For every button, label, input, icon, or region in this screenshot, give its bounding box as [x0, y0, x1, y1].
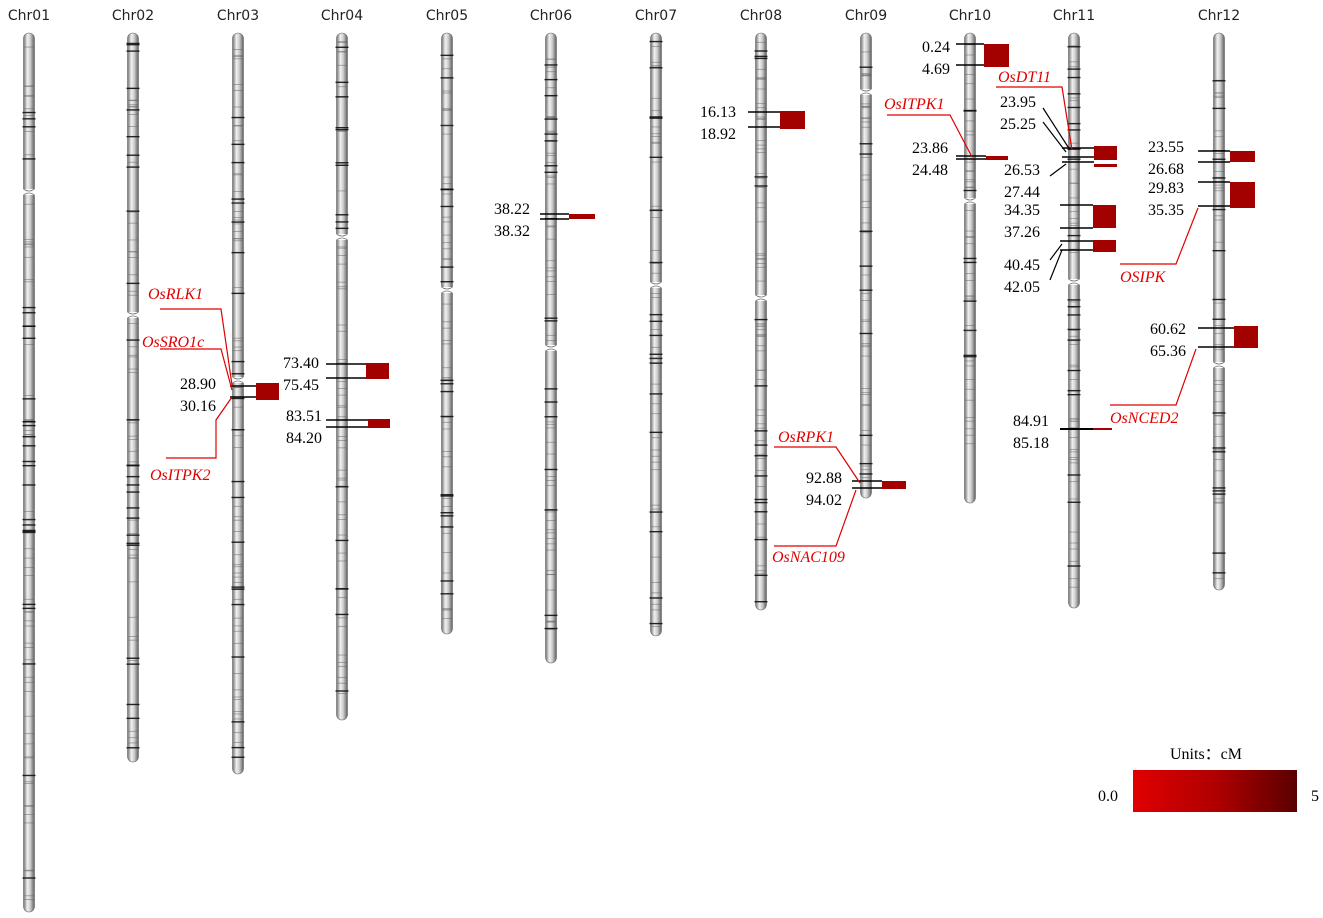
qtl-chr11: OsDT11 23.95 25.25 26.53 27.44 34.35 37.… [996, 69, 1117, 452]
position-label: 38.32 [494, 223, 530, 240]
chromosome-label: Chr12 [1198, 8, 1240, 24]
qtl-block [882, 481, 906, 489]
position-label: 75.45 [283, 377, 319, 394]
position-label: 38.22 [494, 201, 530, 218]
qtl-block [1093, 428, 1112, 430]
qtl-chr06: 38.22 38.32 [494, 201, 595, 240]
chromosome-chr02 [126, 32, 140, 763]
chromosome-label: Chr11 [1053, 8, 1095, 24]
position-label: 4.69 [922, 61, 950, 78]
qtl-block [368, 419, 390, 428]
position-label: 28.90 [180, 376, 216, 393]
position-label: 23.55 [1148, 139, 1184, 156]
chromosome-chr06 [544, 32, 558, 664]
qtl-block [1094, 146, 1117, 160]
chromosome-chr01 [22, 32, 36, 913]
chromosome-chr08 [754, 32, 768, 611]
chromosome-label: Chr03 [217, 8, 259, 24]
position-label: 18.92 [700, 126, 736, 143]
position-label: 24.48 [912, 162, 948, 179]
position-label: 29.83 [1148, 180, 1184, 197]
position-label: 23.86 [912, 140, 948, 157]
position-label: 92.88 [806, 470, 842, 487]
gene-label: OsITPK1 [884, 96, 944, 113]
qtl-block [984, 44, 1009, 67]
position-label: 85.18 [1013, 435, 1049, 452]
qtl-chr08: 16.13 18.92 [700, 104, 805, 143]
legend-units: Units：cM [1170, 746, 1242, 763]
chromosome-label: Chr02 [112, 8, 154, 24]
chromosome-label: Chr01 [8, 8, 50, 24]
position-label: 60.62 [1150, 321, 1186, 338]
position-label: 30.16 [180, 398, 216, 415]
chromosome-chr09 [859, 32, 873, 499]
gene-label: OsITPK2 [150, 467, 210, 484]
chromosome-chr10 [963, 32, 977, 504]
position-label: 94.02 [806, 492, 842, 509]
chromosome-chr05 [440, 32, 454, 635]
qtl-block [1234, 326, 1258, 348]
gene-label: OsNAC109 [772, 549, 845, 566]
gene-label: OsNCED2 [1110, 410, 1178, 427]
position-label: 26.53 [1004, 162, 1040, 179]
qtl-block [1230, 182, 1255, 208]
position-label: 84.20 [286, 430, 322, 447]
position-label: 23.95 [1000, 94, 1036, 111]
legend-gradient-bar [1133, 770, 1297, 812]
qtl-block [256, 383, 279, 400]
qtl-chr03: 28.90 30.16 OsRLK1 OsSRO1c OsITPK2 [142, 286, 279, 484]
qtl-block [780, 111, 805, 129]
qtl-chr10: 0.24 4.69 23.86 24.48 OsITPK1 [884, 39, 1009, 179]
gene-label: OsSRO1c [142, 334, 204, 351]
qtl-block [1093, 240, 1116, 252]
chromosome-label: Chr06 [530, 8, 572, 24]
chromosome-label: Chr07 [635, 8, 677, 24]
position-label: 35.35 [1148, 202, 1184, 219]
position-label: 40.45 [1004, 257, 1040, 274]
gene-label: OSIPK [1120, 269, 1167, 286]
chromosome-label: Chr08 [740, 8, 782, 24]
position-label: 26.68 [1148, 161, 1184, 178]
position-label: 34.35 [1004, 202, 1040, 219]
position-label: 83.51 [286, 408, 322, 425]
gene-label: OsRPK1 [778, 429, 834, 446]
position-label: 27.44 [1004, 184, 1040, 201]
qtl-block [569, 214, 595, 219]
legend-max: 5 [1311, 788, 1319, 805]
qtl-chr09: 92.88 94.02 OsRPK1 OsNAC109 [772, 429, 906, 566]
qtl-block [1093, 205, 1116, 228]
qtl-chr04: 73.40 75.45 83.51 84.20 [283, 355, 390, 447]
position-label: 65.36 [1150, 343, 1186, 360]
chromosome-label: Chr09 [845, 8, 887, 24]
qtl-block [986, 156, 1008, 160]
chromosome-chr04 [335, 32, 349, 721]
color-legend: Units：cM 0.0 5 [1098, 746, 1319, 812]
position-label: 25.25 [1000, 116, 1036, 133]
chromosome-chr11 [1067, 32, 1081, 609]
position-label: 0.24 [922, 39, 950, 56]
position-label: 42.05 [1004, 279, 1040, 296]
chromosome-chr12 [1212, 32, 1226, 591]
chromosome-chr03 [231, 32, 245, 775]
qtl-block [1230, 151, 1255, 162]
chromosome-label: Chr10 [949, 8, 991, 24]
position-label: 84.91 [1013, 413, 1049, 430]
chromosome-label: Chr05 [426, 8, 468, 24]
gene-label: OsDT11 [998, 69, 1051, 86]
chromosome-chr07 [649, 32, 663, 637]
qtl-block [366, 363, 389, 379]
gene-label: OsRLK1 [148, 286, 203, 303]
qtl-block [1094, 164, 1117, 167]
chromosome-label: Chr04 [321, 8, 363, 24]
position-label: 73.40 [283, 355, 319, 372]
legend-min: 0.0 [1098, 788, 1118, 805]
qtl-chr12: 23.55 26.68 29.83 35.35 60.62 65.36 OSIP… [1110, 139, 1258, 427]
position-label: 16.13 [700, 104, 736, 121]
position-label: 37.26 [1004, 224, 1040, 241]
